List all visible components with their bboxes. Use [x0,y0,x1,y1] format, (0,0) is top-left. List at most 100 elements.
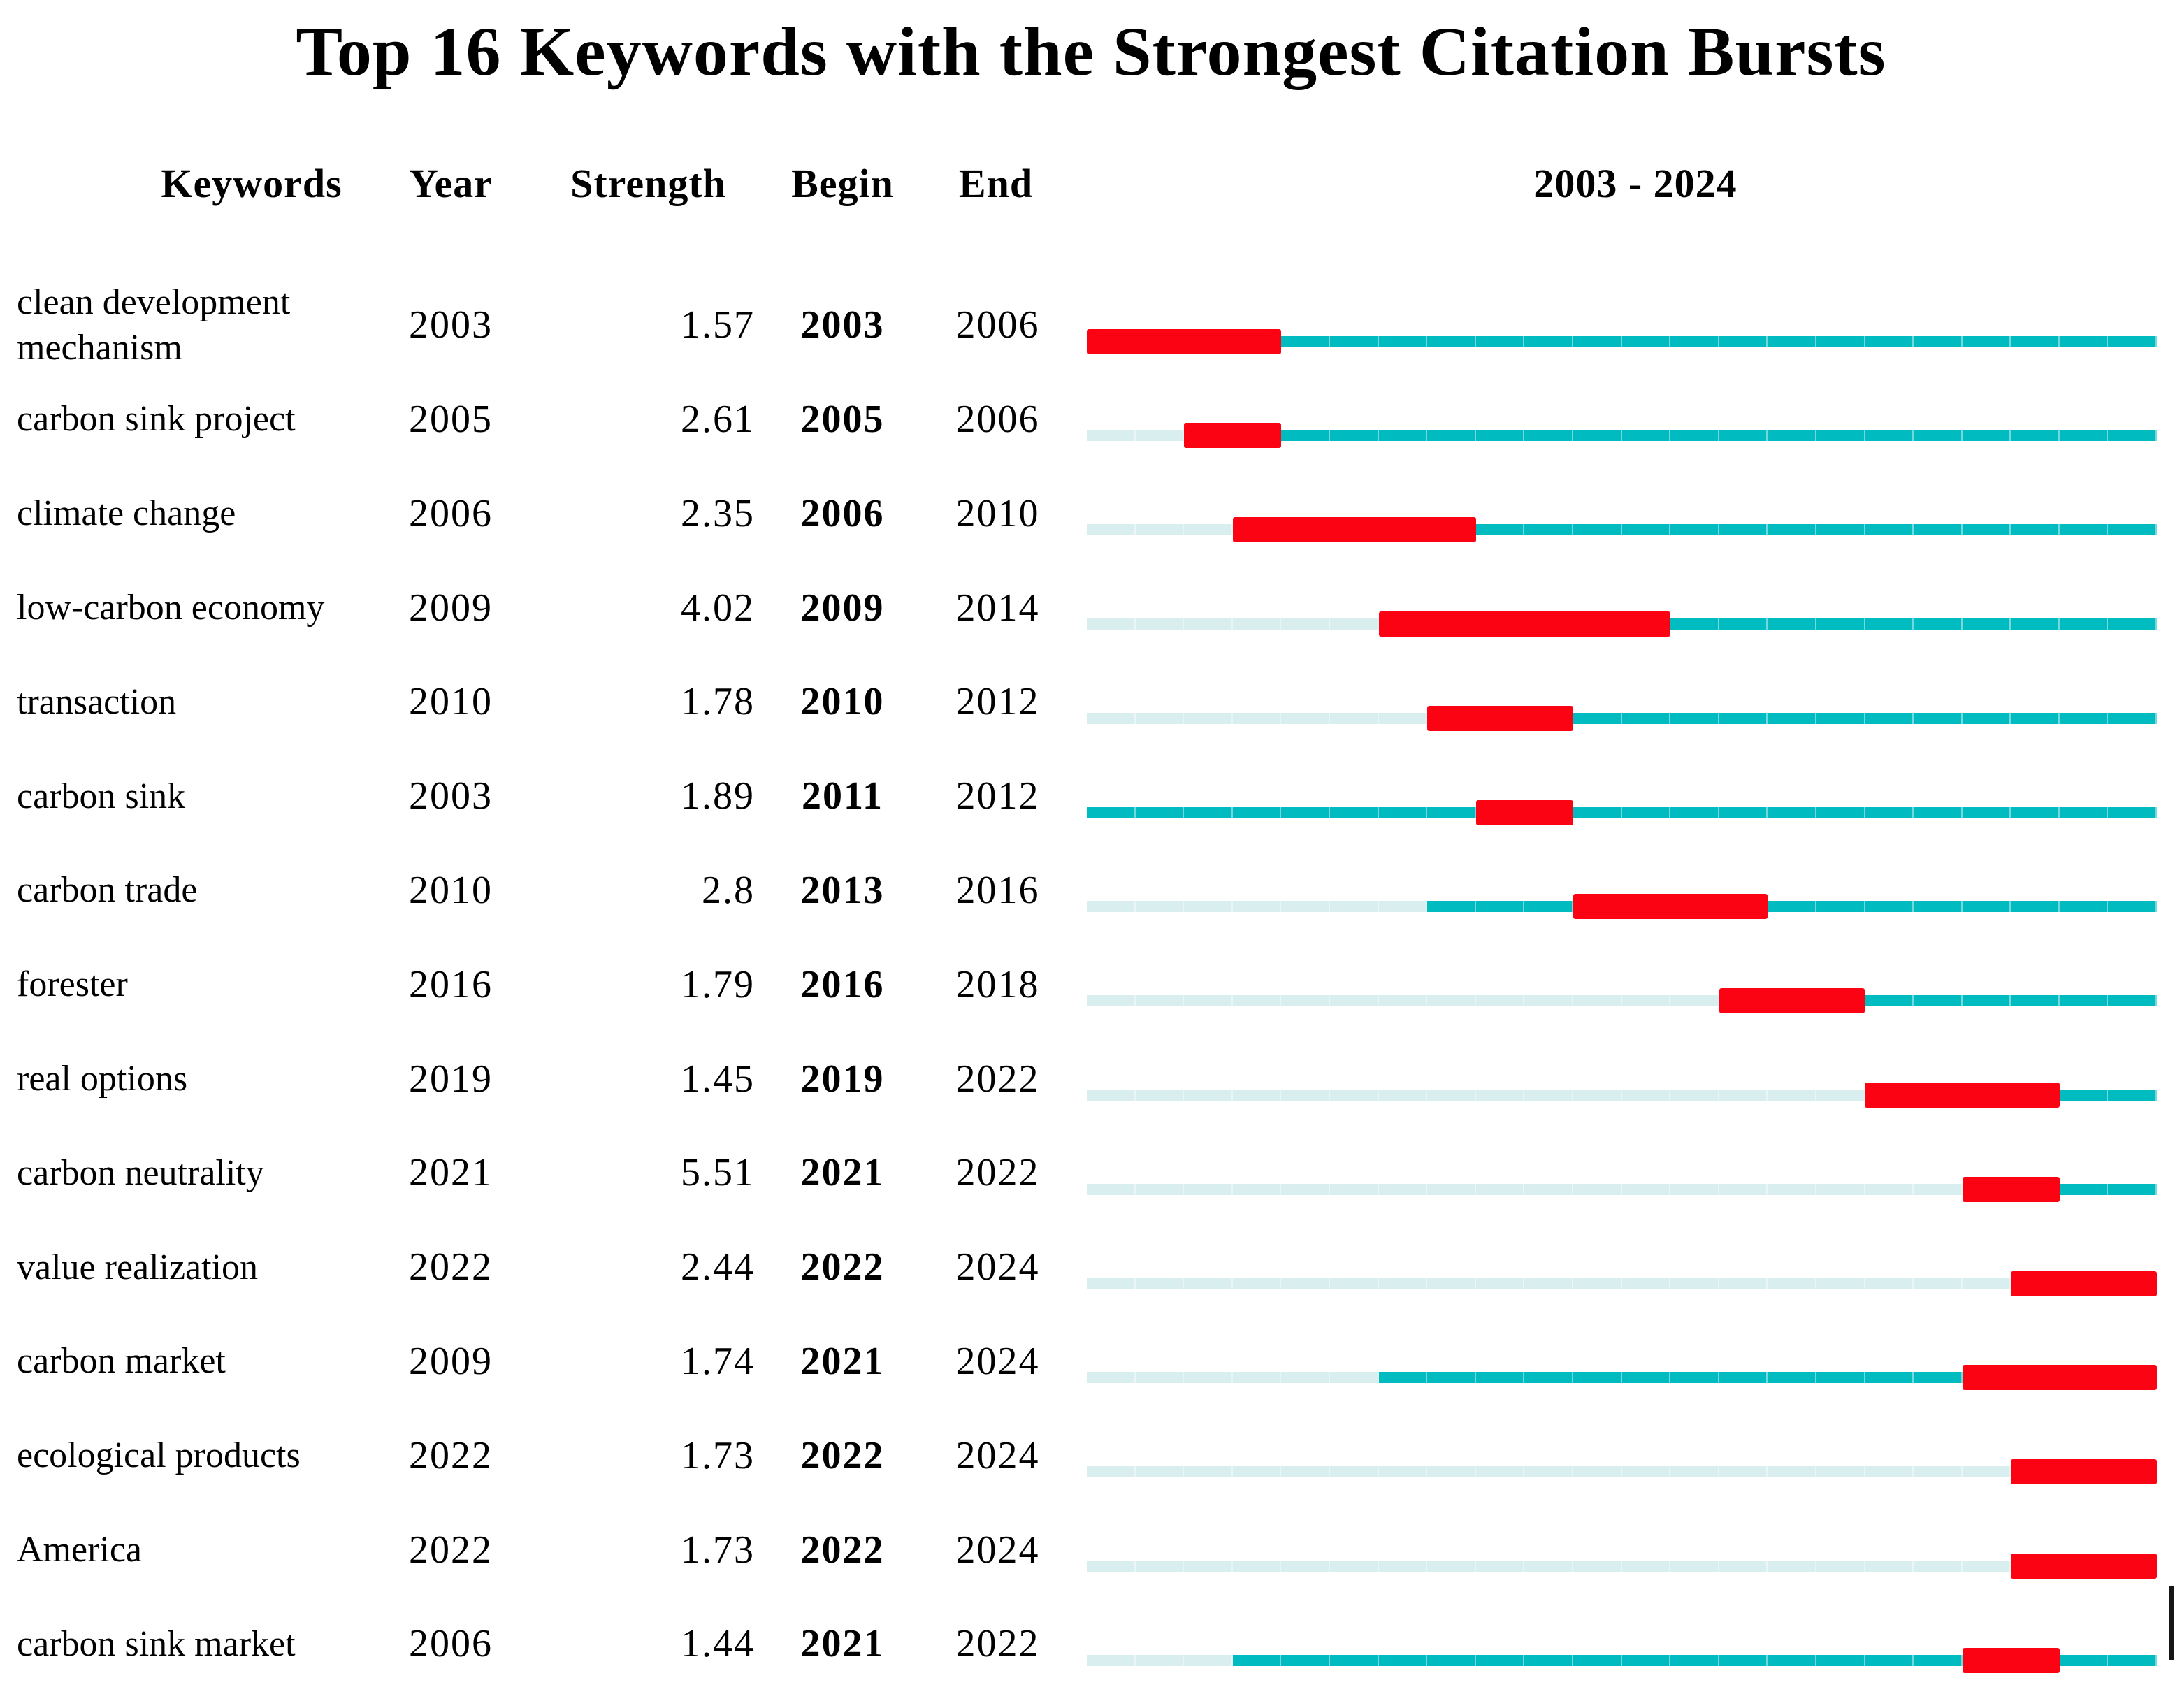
year-segment [2011,806,2060,818]
burst-bar [1184,423,1282,449]
year-segment [1865,1372,1914,1384]
year-segment [1184,1278,1233,1289]
year-segment [1768,1654,1816,1666]
year-segment [2059,524,2109,536]
year-segment [1329,1278,1379,1289]
year-segment [1378,1466,1428,1478]
end-value: 2024 [955,1245,1040,1289]
year-segment [1475,430,1525,442]
year-segment [1281,1278,1330,1289]
column-header-year: Year [409,161,493,206]
year-segment [1573,1561,1622,1572]
begin-value: 2019 [800,1057,885,1101]
year-segment [1329,1654,1379,1666]
timeline-track [1087,1466,2158,1478]
year-segment [1865,1561,1914,1572]
year-segment [1768,1466,1816,1478]
strength-value: 1.45 [681,1057,755,1101]
year-segment [1281,618,1330,630]
year-segment [1524,1090,1573,1101]
year-segment [1621,712,1671,724]
year-segment [2059,806,2109,818]
year-segment [1378,1561,1428,1572]
year-segment [1329,712,1379,724]
column-header-timeline-range: 2003 - 2024 [1533,161,1737,206]
year-segment [1184,1183,1233,1195]
burst-timeline [1087,423,2158,449]
timeline-track [1087,712,2158,724]
year-segment [1816,430,1865,442]
year-segment [1962,1561,2011,1572]
year-segment [1087,1372,1136,1384]
year-segment [2108,430,2158,442]
keyword-label: climate change [17,493,236,534]
year-segment [1184,1466,1233,1478]
burst-timeline [1087,988,2158,1014]
year-segment [1475,1561,1525,1572]
year-segment [1524,524,1573,536]
strength-value: 5.51 [681,1151,755,1195]
year-segment [2059,430,2109,442]
year-segment [1087,1466,1136,1478]
begin-value: 2022 [800,1245,885,1289]
year-segment [1865,806,1914,818]
year-segment [1135,1372,1185,1384]
burst-timeline [1087,1554,2158,1579]
burst-timeline [1087,799,2158,825]
year-segment [1378,1278,1428,1289]
year-segment [1378,901,1428,913]
year-segment [1524,1561,1573,1572]
year-segment [1865,335,1914,347]
year-segment [1768,1278,1816,1289]
year-segment [1962,1466,2011,1478]
year-segment [1914,430,1963,442]
year-segment [2108,335,2158,347]
year-segment [1087,1561,1136,1572]
year-segment [1621,1654,1671,1666]
burst-bar [1087,328,1282,354]
year-segment [1475,1466,1525,1478]
year-segment [1719,1278,1768,1289]
year-segment [2108,712,2158,724]
year-segment [1087,1183,1136,1195]
year-value: 2005 [409,397,493,441]
year-segment [1135,995,1185,1007]
year-segment [1329,806,1379,818]
strength-value: 1.57 [681,303,755,347]
burst-timeline [1087,1083,2158,1108]
year-segment [1378,1654,1428,1666]
year-value: 2021 [409,1151,493,1195]
strength-value: 1.44 [681,1622,755,1666]
year-segment [1232,1372,1282,1384]
year-segment [1768,1090,1816,1101]
timeline-track [1087,1561,2158,1572]
year-segment [1329,335,1379,347]
year-segment [1232,1561,1282,1572]
end-value: 2018 [955,962,1040,1006]
year-segment [1524,430,1573,442]
year-segment [1962,618,2011,630]
burst-bar [1962,1176,2060,1202]
year-segment [1816,1466,1865,1478]
year-segment [2011,901,2060,913]
burst-row: carbon sink 2003 1.89 2011 2012 [0,766,2182,860]
burst-timeline [1087,705,2158,731]
year-segment [1135,430,1185,442]
year-segment [1914,1278,1963,1289]
year-segment [2108,1090,2158,1101]
year-segment [1670,712,1719,724]
year-value: 2010 [409,680,493,724]
year-segment [1329,995,1379,1007]
year-segment [1329,1372,1379,1384]
begin-value: 2022 [800,1433,885,1477]
year-segment [1768,901,1816,913]
year-segment [2059,1183,2109,1195]
year-segment [1816,806,1865,818]
end-value: 2012 [955,774,1040,818]
end-value: 2006 [955,397,1040,441]
year-segment [1378,712,1428,724]
year-segment [1184,806,1233,818]
year-segment [1816,1561,1865,1572]
year-segment [1768,335,1816,347]
year-value: 2003 [409,303,493,347]
